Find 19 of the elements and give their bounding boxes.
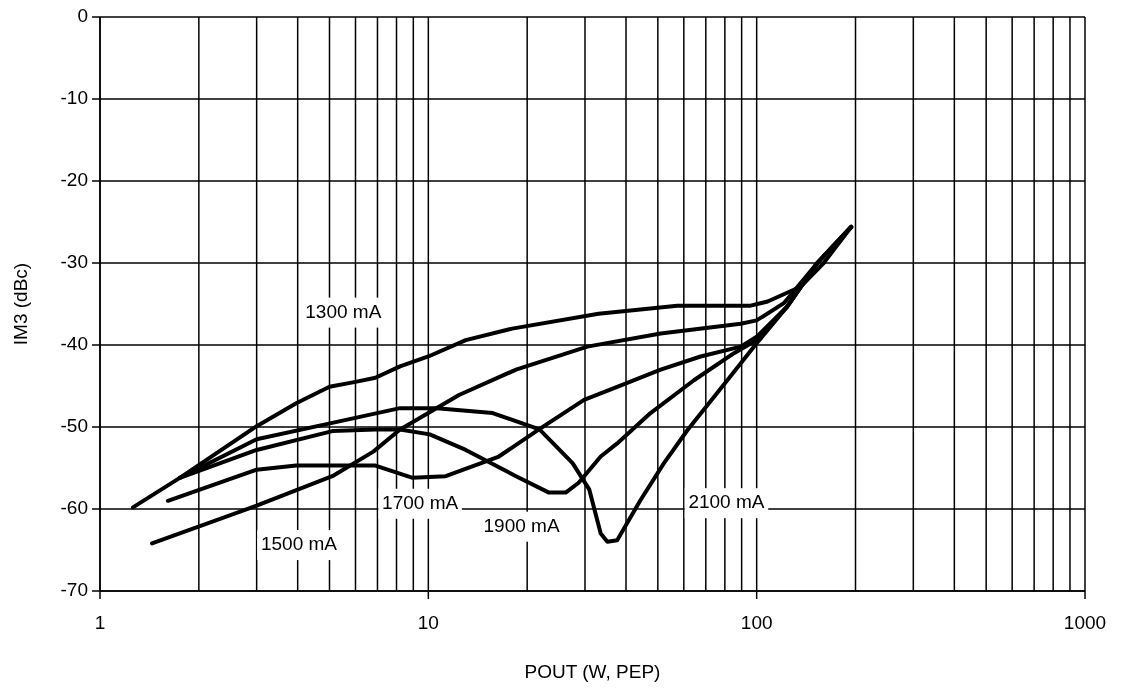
y-tick-label: 0 — [77, 5, 88, 27]
x-tick-label: 1000 — [1063, 612, 1107, 633]
y-tick-label: -30 — [60, 251, 88, 273]
x-axis-title: POUT (W, PEP) — [524, 661, 661, 682]
annotation: 1500 mA — [260, 533, 338, 555]
y-tick-label: -20 — [60, 169, 88, 191]
y-tick-label: -40 — [60, 333, 88, 355]
x-tick-label: 1 — [94, 612, 106, 633]
annotation: 2100 mA — [688, 491, 765, 513]
y-axis-title: IM3 (dBc) — [10, 262, 32, 346]
annotation: 1700 mA — [382, 491, 459, 513]
x-tick-label: 10 — [417, 612, 439, 633]
y-tick-label: -50 — [60, 415, 88, 437]
x-tick-label: 100 — [740, 612, 773, 633]
annotation: 1300 mA — [305, 300, 382, 322]
annotation: 1900 mA — [483, 514, 560, 536]
y-tick-label: -10 — [60, 87, 88, 109]
y-tick-label: -60 — [60, 497, 88, 519]
y-tick-label: -70 — [60, 579, 88, 601]
